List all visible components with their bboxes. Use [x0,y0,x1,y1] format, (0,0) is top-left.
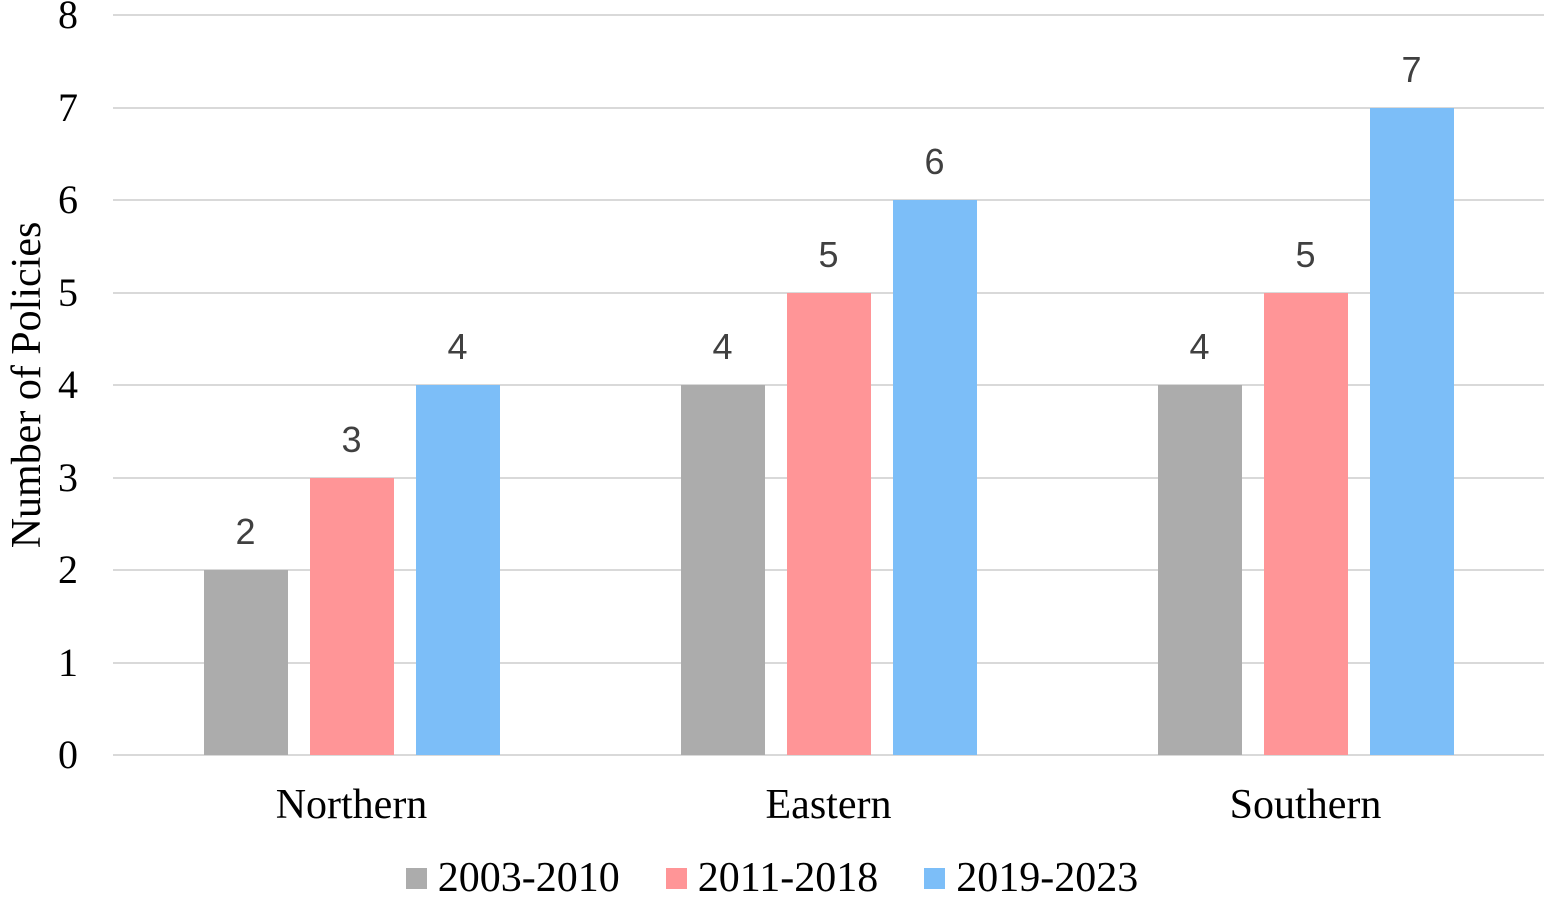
y-axis-tick-label: 7 [58,84,78,130]
grid-line [113,199,1544,201]
bar-value-label: 6 [924,141,945,182]
bar: 4 [1157,329,1242,755]
grid-line [113,754,1544,756]
x-axis-tick-label: Southern [1229,782,1382,828]
y-axis-tick-label: 4 [58,362,78,407]
bar-value-label: 4 [712,326,733,367]
legend-item: 2019-2023 [924,857,1138,899]
legend-item: 2003-2010 [405,855,620,901]
legend: 2003-2010 2011-2018 2019-2023 [0,852,1544,904]
bar: 5 [1263,236,1348,755]
bar: 5 [786,236,871,755]
grid-line [113,14,1544,16]
bar-group-northern: 2 3 4 [113,15,590,755]
bar: 3 [309,421,394,755]
legend-swatch-icon [665,867,687,889]
bar-group-eastern: 4 5 6 [590,15,1067,755]
bar-group-southern: 4 5 7 [1067,15,1544,755]
x-axis: Northern Eastern Southern [113,779,1544,831]
bar-value-label: 2 [235,511,256,552]
legend-label: 2011-2018 [697,855,879,901]
bar: 7 [1369,51,1454,755]
bar: 4 [680,329,765,755]
plot-area: 2 3 4 4 5 6 4 5 7 [113,14,1544,756]
legend-label: 2019-2023 [956,855,1139,901]
legend-swatch-icon [924,867,946,889]
bar: 6 [892,144,977,755]
bar-value-label: 4 [447,326,468,367]
bar: 2 [203,514,288,755]
bar-value-label: 7 [1401,48,1422,90]
y-axis-tick-label: 2 [58,547,78,592]
legend-item: 2011-2018 [665,855,879,901]
y-axis-tick-label: 5 [58,269,78,315]
y-axis-tick-label: 3 [58,454,78,500]
bar-value-label: 5 [1295,233,1316,275]
bar-value-label: 3 [341,418,362,460]
bar: 4 [415,329,500,755]
legend-swatch-icon [405,867,427,889]
x-axis-tick-label: Eastern [765,782,892,828]
x-axis-tick-label: Northern [275,782,428,828]
bar-value-label: 4 [1189,326,1210,367]
y-axis: 0 1 2 3 4 5 6 7 8 [0,0,80,906]
y-axis-tick-label: 1 [58,639,78,685]
y-axis-tick-label: 8 [58,0,78,37]
y-axis-tick-label: 6 [58,177,78,222]
grid-line [113,106,1544,109]
y-axis-tick-label: 0 [58,732,78,777]
legend-label: 2003-2010 [437,855,620,901]
bar-value-label: 5 [818,233,839,275]
